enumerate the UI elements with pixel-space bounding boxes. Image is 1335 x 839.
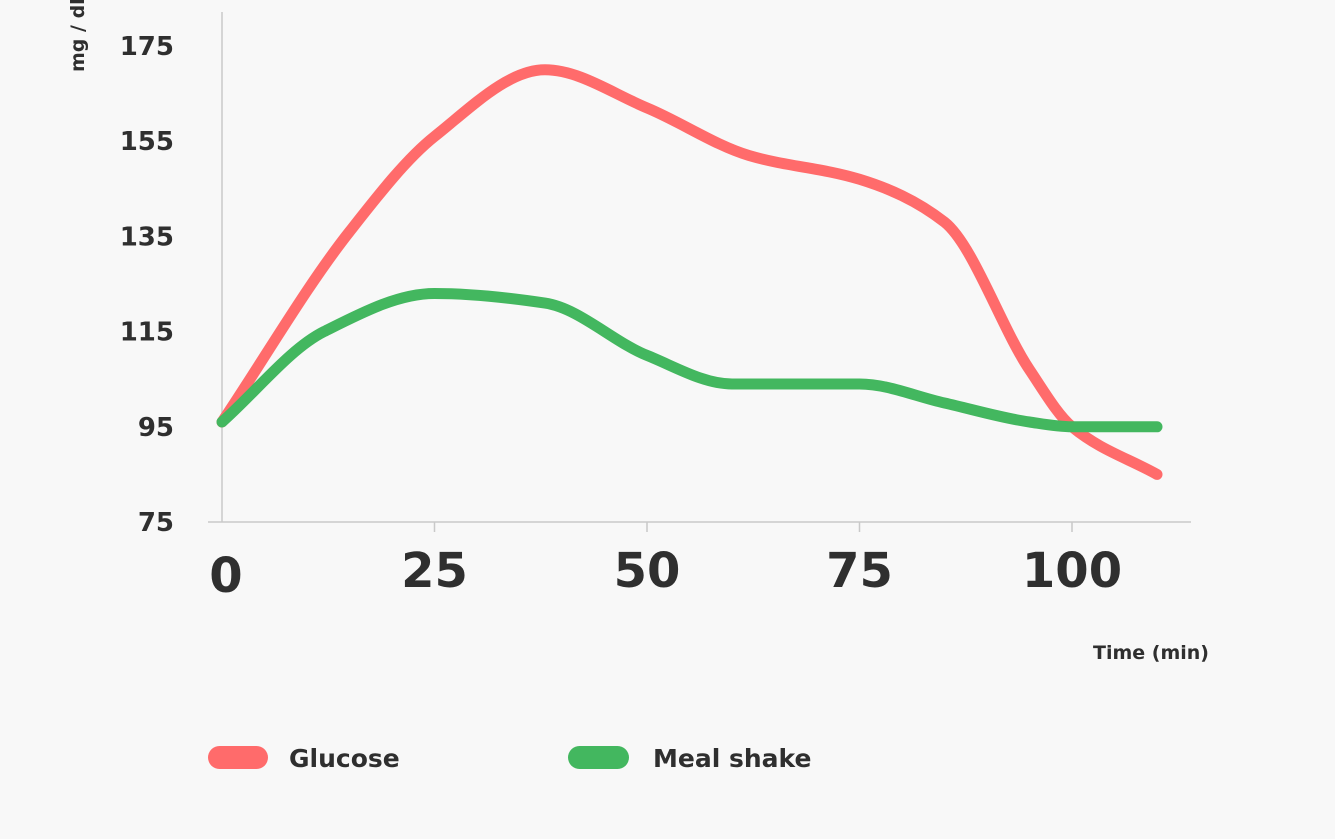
x-tick-labels: 0 25 50 75 100 xyxy=(209,543,1122,604)
x-tick-label: 50 xyxy=(614,543,681,599)
legend-label-glucose: Glucose xyxy=(289,744,400,773)
y-axis-label: mg / dl xyxy=(67,0,89,72)
legend: Glucose Meal shake xyxy=(208,744,811,773)
legend-label-meal-shake: Meal shake xyxy=(653,744,811,773)
x-tick-marks xyxy=(433,522,1073,532)
y-tick-label: 115 xyxy=(120,318,174,348)
series-lines xyxy=(216,64,1163,480)
y-tick-label: 95 xyxy=(138,413,174,443)
x-tick-label: 75 xyxy=(826,543,893,599)
series-line-glucose xyxy=(216,64,1163,480)
y-tick-labels: 75 95 115 135 155 175 xyxy=(120,32,174,538)
legend-item-meal-shake: Meal shake xyxy=(568,744,811,773)
axes xyxy=(208,12,1191,523)
y-tick-label: 135 xyxy=(120,222,174,252)
x-tick-label: 25 xyxy=(401,543,468,599)
legend-swatch-meal-shake xyxy=(568,746,629,769)
y-tick-label: 75 xyxy=(138,508,174,538)
x-tick-label: 0 xyxy=(209,548,242,604)
legend-swatch-glucose xyxy=(208,746,268,769)
x-axis-label: Time (min) xyxy=(1093,642,1209,664)
x-tick-label: 100 xyxy=(1022,543,1122,599)
y-tick-label: 175 xyxy=(120,32,174,62)
legend-item-glucose: Glucose xyxy=(208,744,400,773)
series-line-meal-shake xyxy=(216,288,1163,433)
y-tick-label: 155 xyxy=(120,127,174,157)
